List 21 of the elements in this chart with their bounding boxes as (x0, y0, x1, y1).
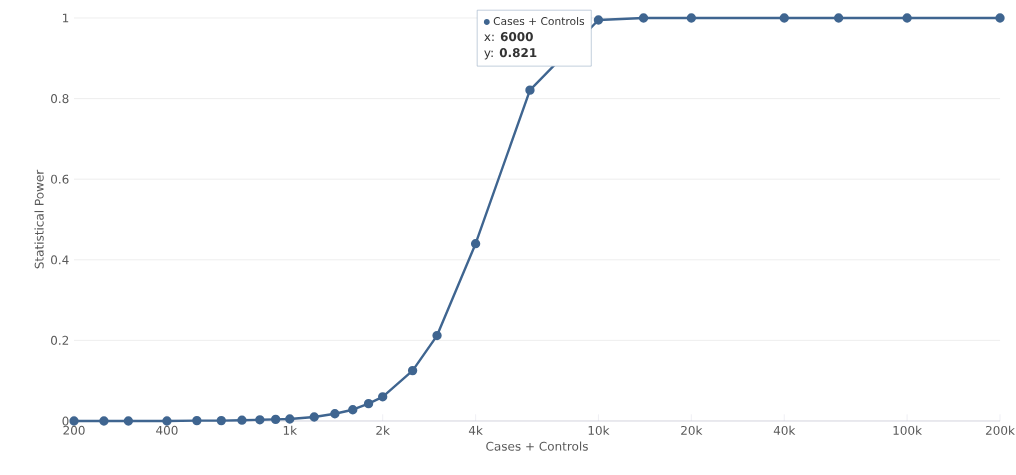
y-tick-label: 0.6 (51, 174, 69, 184)
x-tick-label: 2k (376, 425, 390, 435)
x-tick-label: 40k (773, 425, 796, 435)
y-tick-label: 0 (62, 416, 69, 426)
y-tick-label: 0.8 (51, 94, 69, 104)
x-tick-label: 20k (681, 425, 703, 435)
y-axis-title: Statistical Power (34, 169, 44, 269)
y-tick-label: 1 (62, 13, 69, 23)
x-tick-label: 400 (156, 425, 178, 435)
x-tick-label: 200k (985, 425, 1015, 435)
legend-label: Cases + Controls (493, 16, 585, 26)
x-tick-label: 100k (893, 425, 922, 435)
x-axis-title: Cases + Controls (486, 441, 588, 451)
x-tick-label: 4k (468, 425, 483, 435)
annotation: x: 6000 (484, 32, 533, 42)
y-tick-label: 0.2 (51, 335, 69, 345)
annotation: y: 0.821 (484, 48, 537, 60)
x-tick-label: 1k (283, 425, 298, 435)
x-tick-label: 10k (588, 425, 610, 435)
x-tick-label: 200 (63, 425, 85, 435)
y-tick-label: 0.4 (51, 255, 69, 265)
